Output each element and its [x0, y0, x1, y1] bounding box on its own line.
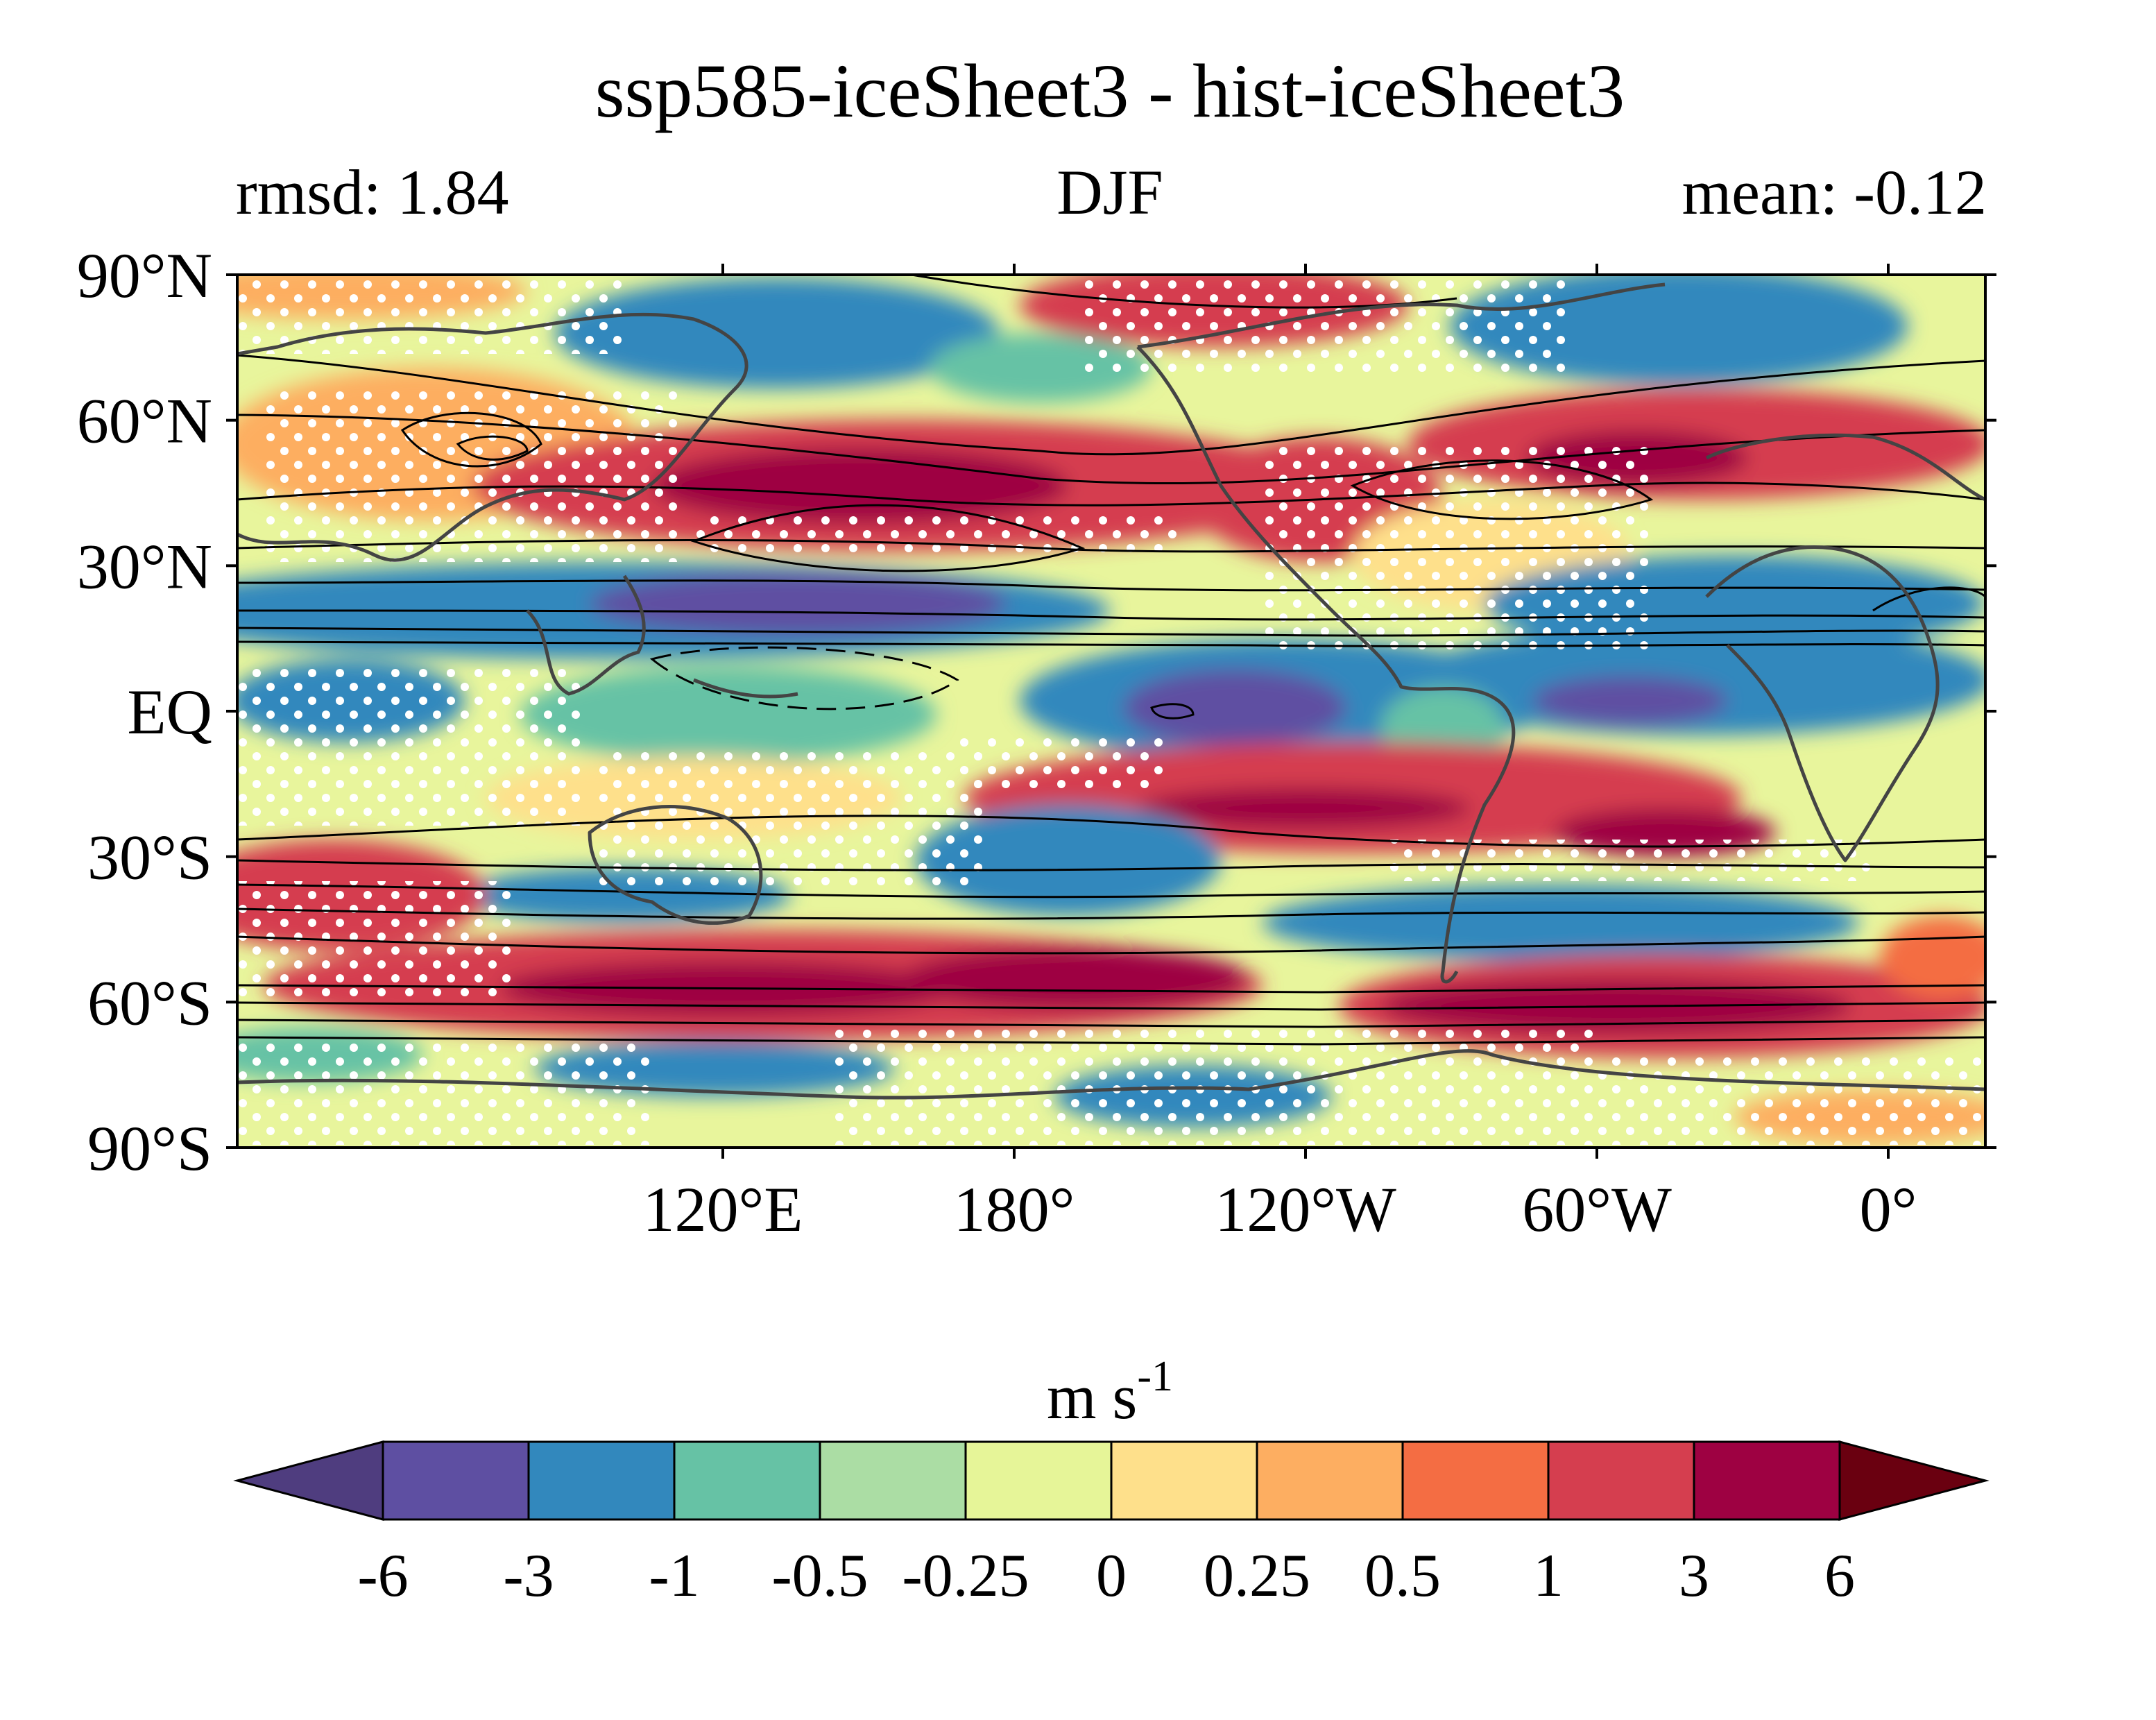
contour-line [237, 984, 1985, 994]
coastline [237, 312, 748, 562]
colorbar-swatch [1256, 1440, 1404, 1521]
coastline [693, 678, 798, 699]
map-panel [237, 275, 1985, 1148]
coastline [526, 574, 646, 696]
coastline [1136, 346, 1516, 984]
colorbar-tick-label: 0.25 [1204, 1542, 1310, 1610]
coastline [1705, 433, 1985, 502]
colorbar-units: m s-1 [1047, 1353, 1173, 1432]
contour-line [237, 354, 1985, 456]
climatology-contours [237, 275, 1985, 1046]
coastlines [237, 282, 1985, 1100]
plot-title: ssp585-iceSheet3 - hist-iceSheet3 [595, 49, 1625, 133]
contour-line [905, 275, 1457, 309]
y-tick-label: 60°N [77, 386, 212, 457]
anomaly-band [1124, 670, 1346, 746]
contour-line [456, 435, 529, 461]
colorbar-segments [382, 1440, 1841, 1521]
y-tick-label: 30°S [87, 822, 212, 893]
colorbar-tick-label: -1 [649, 1542, 699, 1610]
colorbar-tick-label: 0 [1096, 1542, 1127, 1610]
contour-line [237, 640, 1985, 647]
contour-line [237, 609, 1985, 621]
colorbar-tick-label: -3 [503, 1542, 554, 1610]
colorbar-tick-label: 1 [1533, 1542, 1564, 1610]
anomaly-band [1138, 787, 1471, 829]
contour-line [237, 815, 1985, 848]
contour-line [237, 883, 1985, 899]
y-tick-label: 90°N [77, 240, 212, 311]
colorbar-tick-label: 3 [1679, 1542, 1709, 1610]
colorbar-over-triangle [1838, 1440, 1990, 1521]
contour-line [237, 482, 1985, 506]
colorbar-swatch [382, 1440, 530, 1521]
contour-line [237, 1019, 1985, 1028]
colorbar-swatch [1401, 1440, 1550, 1521]
contour-line [237, 908, 1985, 920]
anomaly-band [916, 805, 1221, 916]
x-tick-label: 120°W [1215, 1174, 1396, 1245]
colorbar-under-triangle [233, 1440, 384, 1521]
x-tick-label: 60°W [1522, 1174, 1672, 1245]
anomaly-band [1533, 676, 1727, 725]
contour-line [237, 1036, 1985, 1046]
subtitle-rmsd: rmsd: 1.84 [236, 157, 509, 228]
contour-line [1872, 586, 1985, 612]
coastline [588, 805, 763, 925]
contour-line [690, 504, 1086, 572]
contour-line [237, 859, 1985, 871]
x-tick-label: 180° [954, 1174, 1075, 1245]
colorbar-tick-label: -0.5 [771, 1542, 868, 1610]
colorbar-swatch [1110, 1440, 1258, 1521]
colorbar-swatch [1547, 1440, 1695, 1521]
x-tick-label: 120°E [643, 1174, 803, 1245]
y-tick-label: EQ [127, 676, 212, 747]
subtitle-season: DJF [1056, 157, 1163, 228]
anomaly-band [520, 666, 936, 763]
colorbar-swatch [1693, 1440, 1841, 1521]
anomaly-band [652, 448, 1068, 524]
contour-line [1150, 703, 1195, 719]
contour-line [237, 935, 1985, 955]
x-tick-label: 0° [1860, 1174, 1917, 1245]
contour-line-dashed [649, 646, 959, 710]
colorbar-swatch [527, 1440, 676, 1521]
contour-line [237, 414, 1985, 485]
colorbar-tick-label: -0.25 [902, 1542, 1029, 1610]
y-tick-label: 90°S [87, 1113, 212, 1184]
anomaly-band [590, 572, 1006, 635]
contour-line [237, 579, 1985, 592]
y-tick-label: 60°S [87, 967, 212, 1038]
anomaly-band [1263, 885, 1859, 961]
colorbar-swatch [673, 1440, 821, 1521]
contour-line [400, 411, 542, 468]
coastline [1705, 545, 1940, 862]
colorbar: m s-1 -6 -3 -1 -0.5 -0.25 0 0.25 0.5 1 3 6 [233, 1353, 1990, 1610]
colorbar-swatch [964, 1440, 1113, 1521]
anomaly-band [555, 278, 999, 389]
colorbar-tick-label: 0.5 [1364, 1542, 1441, 1610]
colorbar-swatch [819, 1440, 967, 1521]
colorbar-tick-label: -6 [357, 1542, 408, 1610]
subtitle-mean: mean: -0.12 [1682, 157, 1987, 228]
contour-line [1350, 459, 1654, 520]
coastline [1137, 282, 1666, 349]
y-tick-label: 30°N [77, 531, 212, 602]
colorbar-tick-labels: -6 -3 -1 -0.5 -0.25 0 0.25 0.5 1 3 6 [357, 1542, 1855, 1610]
axis-ticks: 120°E 180° 120°W 60°W 0° 90°N 60°N 30°N EQ 30°S 60… [77, 240, 1996, 1245]
colorbar-tick-label: 6 [1824, 1542, 1855, 1610]
coastline [237, 1049, 1985, 1100]
anomaly-band [902, 947, 1249, 1010]
contour-line [237, 1001, 1985, 1011]
contour-line [237, 538, 1985, 553]
